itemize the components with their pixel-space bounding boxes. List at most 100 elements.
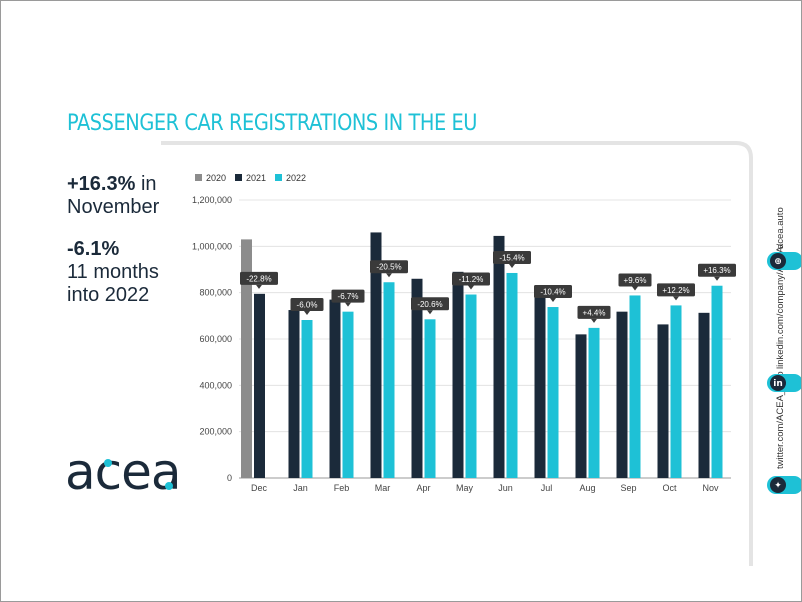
bar-2021: [575, 334, 587, 478]
callout-pointer: [591, 318, 597, 323]
x-tick-label: Apr: [416, 483, 430, 493]
callout-box: [370, 260, 408, 274]
callout-box: [618, 273, 652, 287]
x-tick-label: Oct: [662, 483, 677, 493]
twitter-icon-glyph: ✦: [774, 481, 782, 491]
bar-2021: [288, 310, 300, 478]
bar-2022: [301, 320, 313, 478]
callout-label: -6.0%: [297, 301, 318, 310]
bar-2021: [534, 288, 546, 478]
linkedin-icon-glyph: in: [773, 379, 783, 389]
callout-pointer: [386, 273, 392, 278]
callout-pointer: [509, 263, 515, 268]
bar-2022: [629, 295, 641, 478]
page-title: PASSENGER CAR REGISTRATIONS IN THE EU: [67, 111, 478, 136]
y-tick-label: 600,000: [199, 334, 232, 344]
legend-label: 2022: [286, 173, 306, 183]
callout-label: +4.4%: [583, 308, 606, 317]
callout-box: [657, 283, 695, 297]
x-tick-label: Dec: [251, 483, 268, 493]
callout-label: -15.4%: [499, 253, 524, 262]
bar-2021: [452, 271, 464, 478]
callout-label: -22.8%: [246, 274, 271, 283]
y-tick-label: 1,000,000: [192, 241, 232, 251]
bar-2022: [383, 282, 395, 478]
bar-2021: [657, 324, 669, 478]
y-tick-label: 800,000: [199, 288, 232, 298]
y-tick-label: 0: [227, 473, 232, 483]
stat-ytd-line3: into 2022: [67, 284, 150, 306]
x-tick-label: Jun: [498, 483, 513, 493]
stat-november-suffix: in: [135, 173, 157, 195]
callout-box: [240, 271, 278, 285]
callout-box: [577, 305, 611, 319]
x-tick-label: Aug: [579, 483, 595, 493]
bar-2022: [506, 272, 518, 478]
callout-pointer: [550, 298, 556, 303]
callout-pointer: [714, 276, 720, 281]
twitter-url: twitter.com/ACEA_auto: [775, 371, 786, 469]
bar-2022: [711, 285, 723, 478]
bar-2021: [370, 232, 382, 478]
y-tick-label: 200,000: [199, 427, 232, 437]
callout-label: -20.5%: [376, 263, 401, 272]
callout-label: -10.4%: [540, 288, 565, 297]
callout-label: +9.6%: [624, 276, 647, 285]
legend-swatch: [235, 174, 242, 181]
stat-ytd-value: -6.1%: [67, 238, 120, 260]
bar-2022: [342, 311, 354, 478]
callout-label: +16.3%: [703, 266, 730, 275]
bar-2021: [329, 299, 341, 478]
x-tick-label: Feb: [334, 483, 350, 493]
globe-icon: [770, 253, 786, 269]
callout-pointer: [256, 284, 262, 289]
callout-pointer: [468, 285, 474, 290]
x-tick-label: Sep: [620, 483, 636, 493]
x-tick-label: Nov: [702, 483, 719, 493]
bar-2020: [241, 239, 252, 478]
acea-logo-text: acea: [65, 443, 181, 501]
callout-box: [411, 297, 449, 311]
callout-label: -6.7%: [338, 292, 359, 301]
callout-pointer: [673, 296, 679, 301]
bar-2022: [465, 294, 477, 478]
globe-icon-glyph: ⊕: [774, 257, 782, 267]
twitter-icon: [770, 477, 786, 493]
x-tick-label: Jan: [293, 483, 308, 493]
acea-logo: acea: [65, 443, 182, 501]
callout-box: [290, 298, 324, 312]
bar-2022: [424, 319, 436, 478]
callout-box: [452, 272, 490, 286]
callout-box: [534, 285, 572, 299]
callout-label: -20.6%: [417, 300, 442, 309]
stat-november-value: +16.3%: [67, 173, 136, 195]
bar-2022: [588, 327, 600, 478]
x-tick-label: May: [456, 483, 474, 493]
y-tick-label: 1,200,000: [192, 195, 232, 205]
callout-label: -11.2%: [459, 275, 484, 284]
legend-swatch: [195, 174, 202, 181]
bar-2022: [670, 305, 682, 478]
callout-box: [331, 289, 365, 303]
x-tick-label: Mar: [375, 483, 391, 493]
callout-box: [493, 250, 531, 264]
stat-ytd-line2: 11 months: [67, 261, 159, 283]
card-outline: [161, 141, 753, 566]
callout-pointer: [427, 310, 433, 315]
social-sidebar: [759, 1, 801, 601]
callout-pointer: [304, 311, 310, 316]
stat-november: +16.3% in November: [67, 173, 159, 219]
bar-2021: [493, 235, 505, 478]
callout-label: +12.2%: [662, 286, 689, 295]
bar-2022: [547, 307, 559, 478]
bar-2021: [698, 312, 710, 478]
bar-2021: [411, 278, 423, 478]
callout-box: [698, 263, 736, 277]
legend-label: 2021: [246, 173, 266, 183]
y-tick-label: 400,000: [199, 380, 232, 390]
x-tick-label: Jul: [541, 483, 553, 493]
stat-ytd: -6.1% 11 months into 2022: [67, 238, 159, 307]
callout-pointer: [632, 286, 638, 291]
linkedin-url: linkedin.com/company/ACEA/: [775, 244, 786, 369]
